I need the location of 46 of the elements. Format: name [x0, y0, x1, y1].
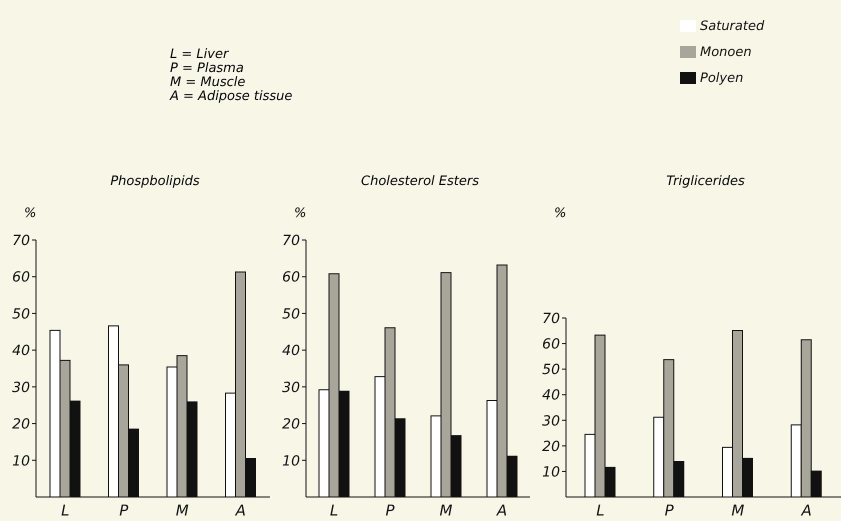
chart-title: Phospbolipids — [109, 174, 201, 189]
x-tick-label: P — [119, 502, 130, 520]
y-tick-label: 70 — [542, 310, 560, 327]
text: A = Adipose tissue — [170, 89, 292, 104]
legend-label: Monoen — [700, 45, 752, 60]
x-tick-label: A — [800, 502, 812, 520]
y-tick-label: 40 — [12, 343, 30, 360]
y-tick-label: 60 — [12, 270, 30, 286]
y-tick-label: 30 — [542, 413, 560, 430]
text: P = Plasma — [170, 61, 245, 76]
x-tick-label: M — [731, 502, 744, 520]
chart-title: Triglicerides — [665, 174, 746, 189]
y-tick-label: 50 — [282, 306, 300, 322]
legend-label: Saturated — [700, 19, 764, 34]
chart-title: Cholesterol Esters — [360, 174, 480, 189]
y-tick-label: 40 — [542, 388, 560, 404]
x-tick-label: M — [176, 502, 189, 520]
text: L = Liver — [170, 47, 230, 62]
y-tick-label: 60 — [542, 336, 560, 353]
y-tick-label: 10 — [542, 464, 560, 480]
x-tick-label: P — [664, 502, 675, 520]
y-axis-title: % — [294, 206, 306, 221]
x-tick-label: M — [440, 502, 453, 520]
y-tick-label: 20 — [282, 416, 300, 433]
y-tick-label: 10 — [282, 453, 300, 470]
x-tick-label: L — [596, 502, 605, 520]
y-tick-label: 70 — [12, 232, 30, 249]
y-tick-label: 10 — [12, 453, 30, 470]
y-tick-label: 50 — [12, 306, 30, 322]
y-tick-label: 70 — [282, 232, 300, 249]
y-tick-label: 60 — [282, 270, 300, 286]
x-tick-label: L — [330, 502, 338, 520]
x-tick-label: A — [496, 502, 508, 520]
y-tick-label: 50 — [542, 362, 560, 378]
x-tick-label: P — [385, 502, 396, 520]
y-tick-label: 20 — [542, 438, 560, 455]
y-tick-label: 40 — [282, 343, 300, 360]
legend-label: Polyen — [700, 71, 744, 86]
y-tick-label: 20 — [12, 416, 30, 433]
y-tick-label: 30 — [282, 380, 300, 396]
y-axis-title: % — [554, 206, 566, 221]
x-tick-label: A — [234, 502, 246, 520]
x-tick-label: L — [61, 502, 70, 520]
y-axis-title: % — [24, 206, 36, 221]
text: M = Muscle — [170, 75, 246, 90]
y-tick-label: 30 — [12, 380, 30, 396]
